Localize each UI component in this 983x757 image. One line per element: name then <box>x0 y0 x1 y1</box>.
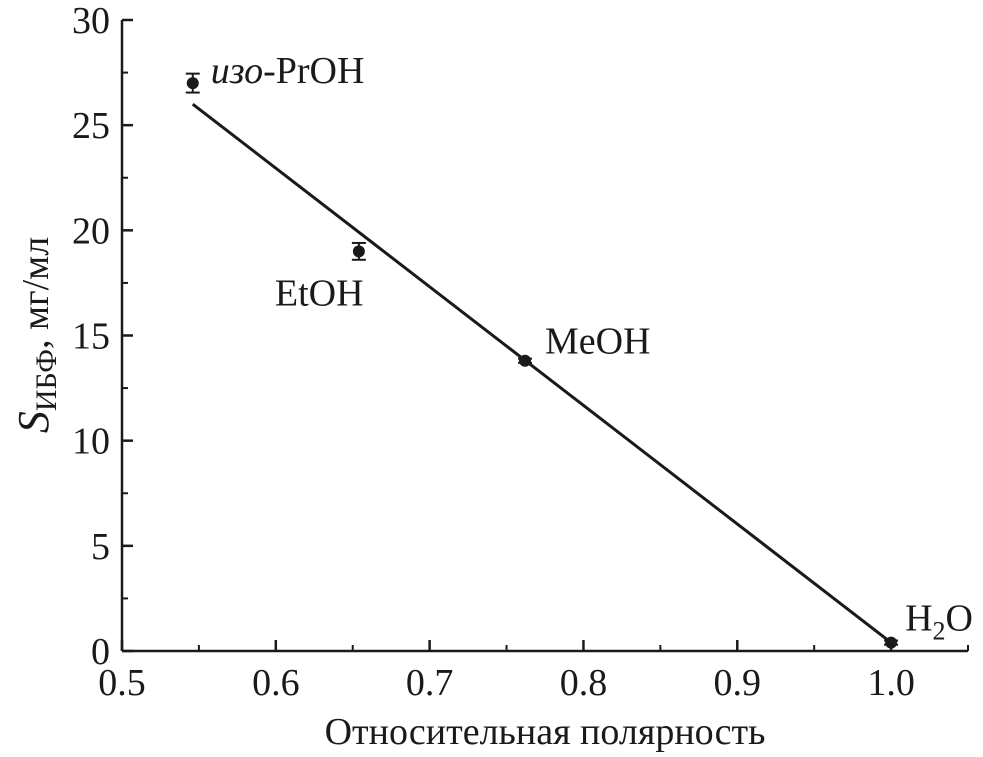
data-point-3 <box>885 636 898 649</box>
y-tick-label-3: 15 <box>72 316 110 358</box>
x-tick-label-5: 1.0 <box>867 662 915 704</box>
point-label-0: изо-PrOH <box>211 50 365 92</box>
y-tick-label-2: 10 <box>72 421 110 463</box>
data-point-2 <box>519 354 532 367</box>
point-label-1: EtOH <box>275 272 364 314</box>
y-tick-label-6: 30 <box>72 0 110 42</box>
y-axis-title: SИБФ, мг/мл <box>9 237 63 433</box>
data-point-1 <box>352 245 365 258</box>
x-tick-label-3: 0.8 <box>560 662 608 704</box>
point-label-text-0: -PrOH <box>263 50 364 92</box>
x-tick-label-0: 0.5 <box>98 662 146 704</box>
point-label-2: MeOH <box>545 321 651 363</box>
y-tick-label-4: 20 <box>72 210 110 252</box>
y-tick-label-5: 25 <box>72 105 110 147</box>
data-point-0 <box>186 77 199 90</box>
y-axis-subscript: ИБФ <box>30 349 63 411</box>
y-axis-unit: , мг/мл <box>15 237 57 349</box>
point-label-3: H2O <box>905 598 973 646</box>
data-points <box>185 72 899 649</box>
y-tick-label-1: 5 <box>91 526 110 568</box>
point-label-italic-0: изо <box>211 50 263 92</box>
point-label-subscript-3: 2 <box>933 617 946 646</box>
y-tick-label-0: 0 <box>91 631 110 673</box>
fit-line <box>191 102 893 644</box>
x-tick-label-2: 0.7 <box>406 662 454 704</box>
point-label-text-1: EtOH <box>275 272 364 314</box>
x-tick-label-1: 0.6 <box>252 662 300 704</box>
fit-line-group <box>191 102 893 644</box>
x-tick-label-4: 0.9 <box>714 662 762 704</box>
point-label-tail-3: O <box>946 598 973 640</box>
y-axis-symbol: S <box>9 411 58 433</box>
point-labels: изо-PrOH EtOH MeOH H2O <box>211 50 973 645</box>
point-label-text-3: H <box>905 598 932 640</box>
x-axis-title: Относительная полярность <box>325 711 766 753</box>
point-label-text-2: MeOH <box>545 321 651 363</box>
